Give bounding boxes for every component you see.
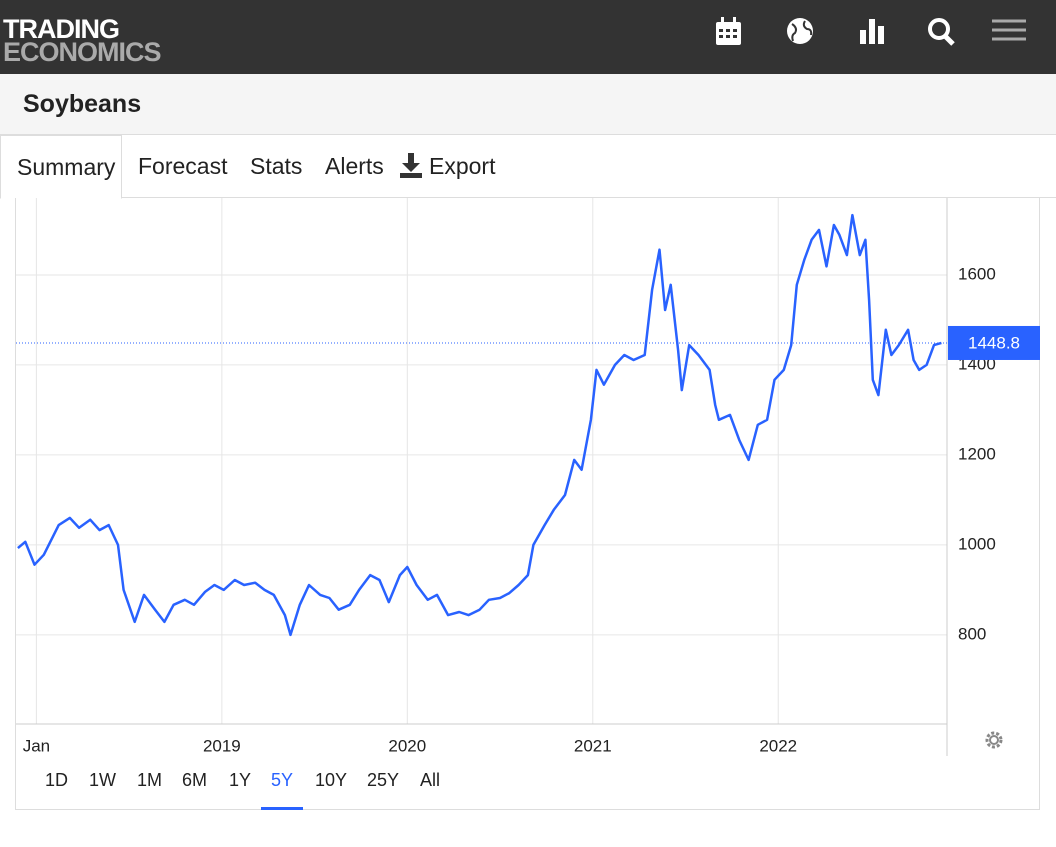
range-button[interactable]: 1M [137, 770, 163, 790]
last-value-box [948, 325, 1040, 360]
tab[interactable]: Stats [250, 153, 303, 179]
chart-icon[interactable] [860, 19, 884, 44]
calendar-icon[interactable] [716, 17, 741, 45]
settings-icon[interactable] [985, 731, 1003, 749]
tab[interactable]: Summary [0, 135, 122, 199]
logo-line1[interactable]: TRADING [3, 14, 120, 44]
price-line [17, 213, 942, 637]
export-icon[interactable] [400, 153, 424, 179]
x-tick-label: 2022 [759, 736, 797, 755]
tab[interactable]: Forecast [138, 153, 228, 179]
tab-bar: Summary Forecast Stats Alerts Export [0, 135, 1056, 199]
title-bar: Soybeans [0, 74, 1056, 135]
y-tick-label: 1000 [958, 534, 996, 553]
range-button[interactable]: 5Y [261, 770, 304, 810]
tab[interactable]: Export [429, 153, 496, 179]
globe-icon[interactable] [787, 18, 813, 44]
header-icons [716, 17, 1026, 46]
range-button[interactable]: All [420, 770, 441, 790]
x-tick-label: 2021 [574, 736, 612, 755]
tab[interactable]: Alerts [325, 153, 384, 179]
range-button[interactable]: 1W [89, 770, 116, 790]
search-icon[interactable] [928, 18, 955, 46]
x-tick-label: Jan [23, 736, 50, 755]
menu-icon[interactable] [992, 19, 1026, 41]
x-tick-label: 2019 [203, 736, 241, 755]
y-tick-label: 1200 [958, 444, 996, 463]
range-button[interactable]: 6M [182, 770, 208, 790]
page-title: Soybeans [23, 90, 142, 118]
range-button[interactable]: 1Y [229, 770, 252, 790]
range-button[interactable]: 10Y [315, 770, 348, 790]
last-value-label: 1448.8 [968, 333, 1020, 352]
chart-box [15, 198, 1040, 810]
range-button[interactable]: 1D [45, 770, 69, 790]
top-bar: TRADING ECONOMICS [0, 0, 1056, 74]
y-tick-label: 800 [958, 624, 986, 643]
y-tick-label: 1600 [958, 264, 996, 283]
x-tick-label: 2020 [388, 736, 426, 755]
logo-line2[interactable]: ECONOMICS [3, 37, 162, 67]
range-button[interactable]: 25Y [367, 770, 400, 790]
tab-label[interactable]: Summary [17, 154, 116, 180]
